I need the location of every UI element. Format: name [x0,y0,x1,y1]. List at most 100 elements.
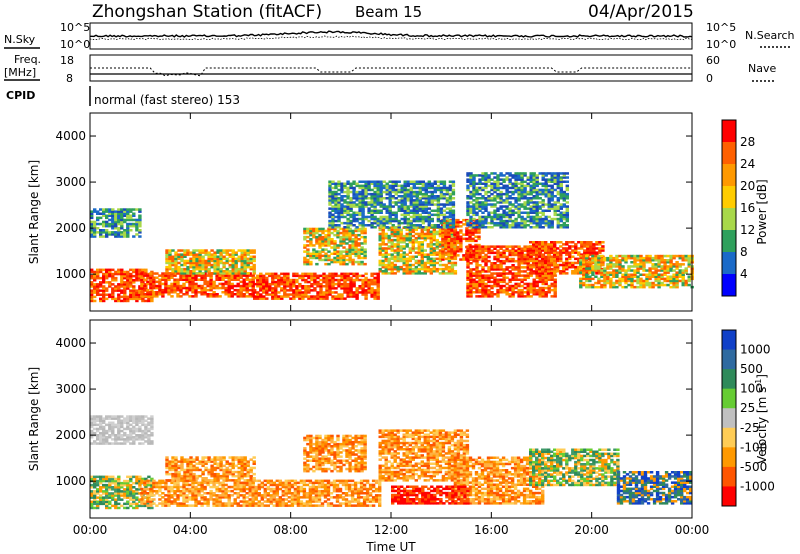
data-cell [120,279,124,282]
data-cell [424,184,428,188]
data-cell [535,207,539,210]
data-cell [478,180,482,183]
data-cell [342,250,346,253]
data-cell [132,235,136,238]
data-cell [188,280,192,284]
data-cell [198,259,202,263]
data-cell [526,203,530,206]
data-cell [523,291,527,294]
data-cell [384,259,388,263]
data-cell [400,207,404,210]
data-cell [466,180,470,183]
data-cell [550,288,554,292]
data-cell [135,293,139,296]
data-cell [188,274,192,277]
data-cell [435,253,439,256]
data-cell [663,259,667,262]
data-cell [526,182,530,185]
data-cell [114,276,118,280]
data-cell [352,201,356,204]
data-cell [376,182,380,185]
data-cell [140,286,144,290]
data-cell [318,227,322,231]
data-cell [387,265,391,269]
data-cell [414,261,418,265]
data-cell [579,279,583,283]
data-cell [429,230,433,234]
data-cell [453,247,457,251]
data-cell [487,211,491,214]
data-cell [146,293,150,296]
data-cell [660,261,664,264]
data-cell [526,282,530,286]
data-cell [484,205,488,208]
data-cell [195,263,199,267]
data-cell [511,209,515,212]
data-cell [349,278,353,282]
data-cell [553,295,557,298]
data-cell [535,280,539,284]
data-cell [478,282,482,286]
data-cell [140,272,144,275]
data-cell [342,240,346,243]
data-cell [337,226,341,229]
data-cell [505,276,509,279]
data-cell [415,186,419,190]
data-cell [237,257,241,261]
data-cell [475,226,479,229]
data-cell [484,284,488,288]
data-cell [321,242,325,245]
data-cell [336,260,340,264]
data-cell [322,280,326,284]
data-cell [450,243,454,247]
data-cell [466,262,470,265]
data-cell [396,265,400,269]
data-cell [201,272,205,275]
data-cell [346,207,350,210]
data-cell [487,270,491,273]
data-cell [532,270,536,273]
data-cell [234,263,238,267]
data-cell [376,289,380,292]
data-cell [529,255,533,258]
data-cell [379,211,383,214]
data-cell [472,207,476,210]
data-cell [475,190,479,194]
data-cell [192,263,196,267]
data-cell [138,293,142,296]
data-cell [663,279,667,283]
data-cell [466,284,470,288]
data-cell [198,251,202,254]
data-cell [331,180,335,183]
data-cell [639,281,643,285]
data-cell [415,203,419,206]
data-cell [111,293,115,296]
data-cell [406,207,410,210]
data-cell [433,197,437,200]
data-cell [529,282,533,286]
data-cell [523,253,527,257]
data-cell [378,247,382,250]
data-cell [657,256,661,260]
data-cell [373,272,377,276]
data-cell [246,253,250,256]
data-cell [400,184,404,188]
data-cell [396,243,400,246]
data-cell [523,221,527,225]
data-cell [606,281,610,285]
data-cell [630,281,634,285]
data-cell [215,293,219,296]
data-cell [529,186,533,190]
data-cell [364,297,368,300]
data-cell [129,295,133,299]
data-cell [421,188,425,192]
data-cell [475,291,479,294]
data-cell [331,278,335,282]
data-cell [240,263,244,267]
data-cell [313,297,317,300]
data-cell [547,245,551,248]
data-cell [577,270,581,273]
data-cell [361,226,365,229]
data-cell [388,213,392,217]
data-cell [99,233,103,236]
